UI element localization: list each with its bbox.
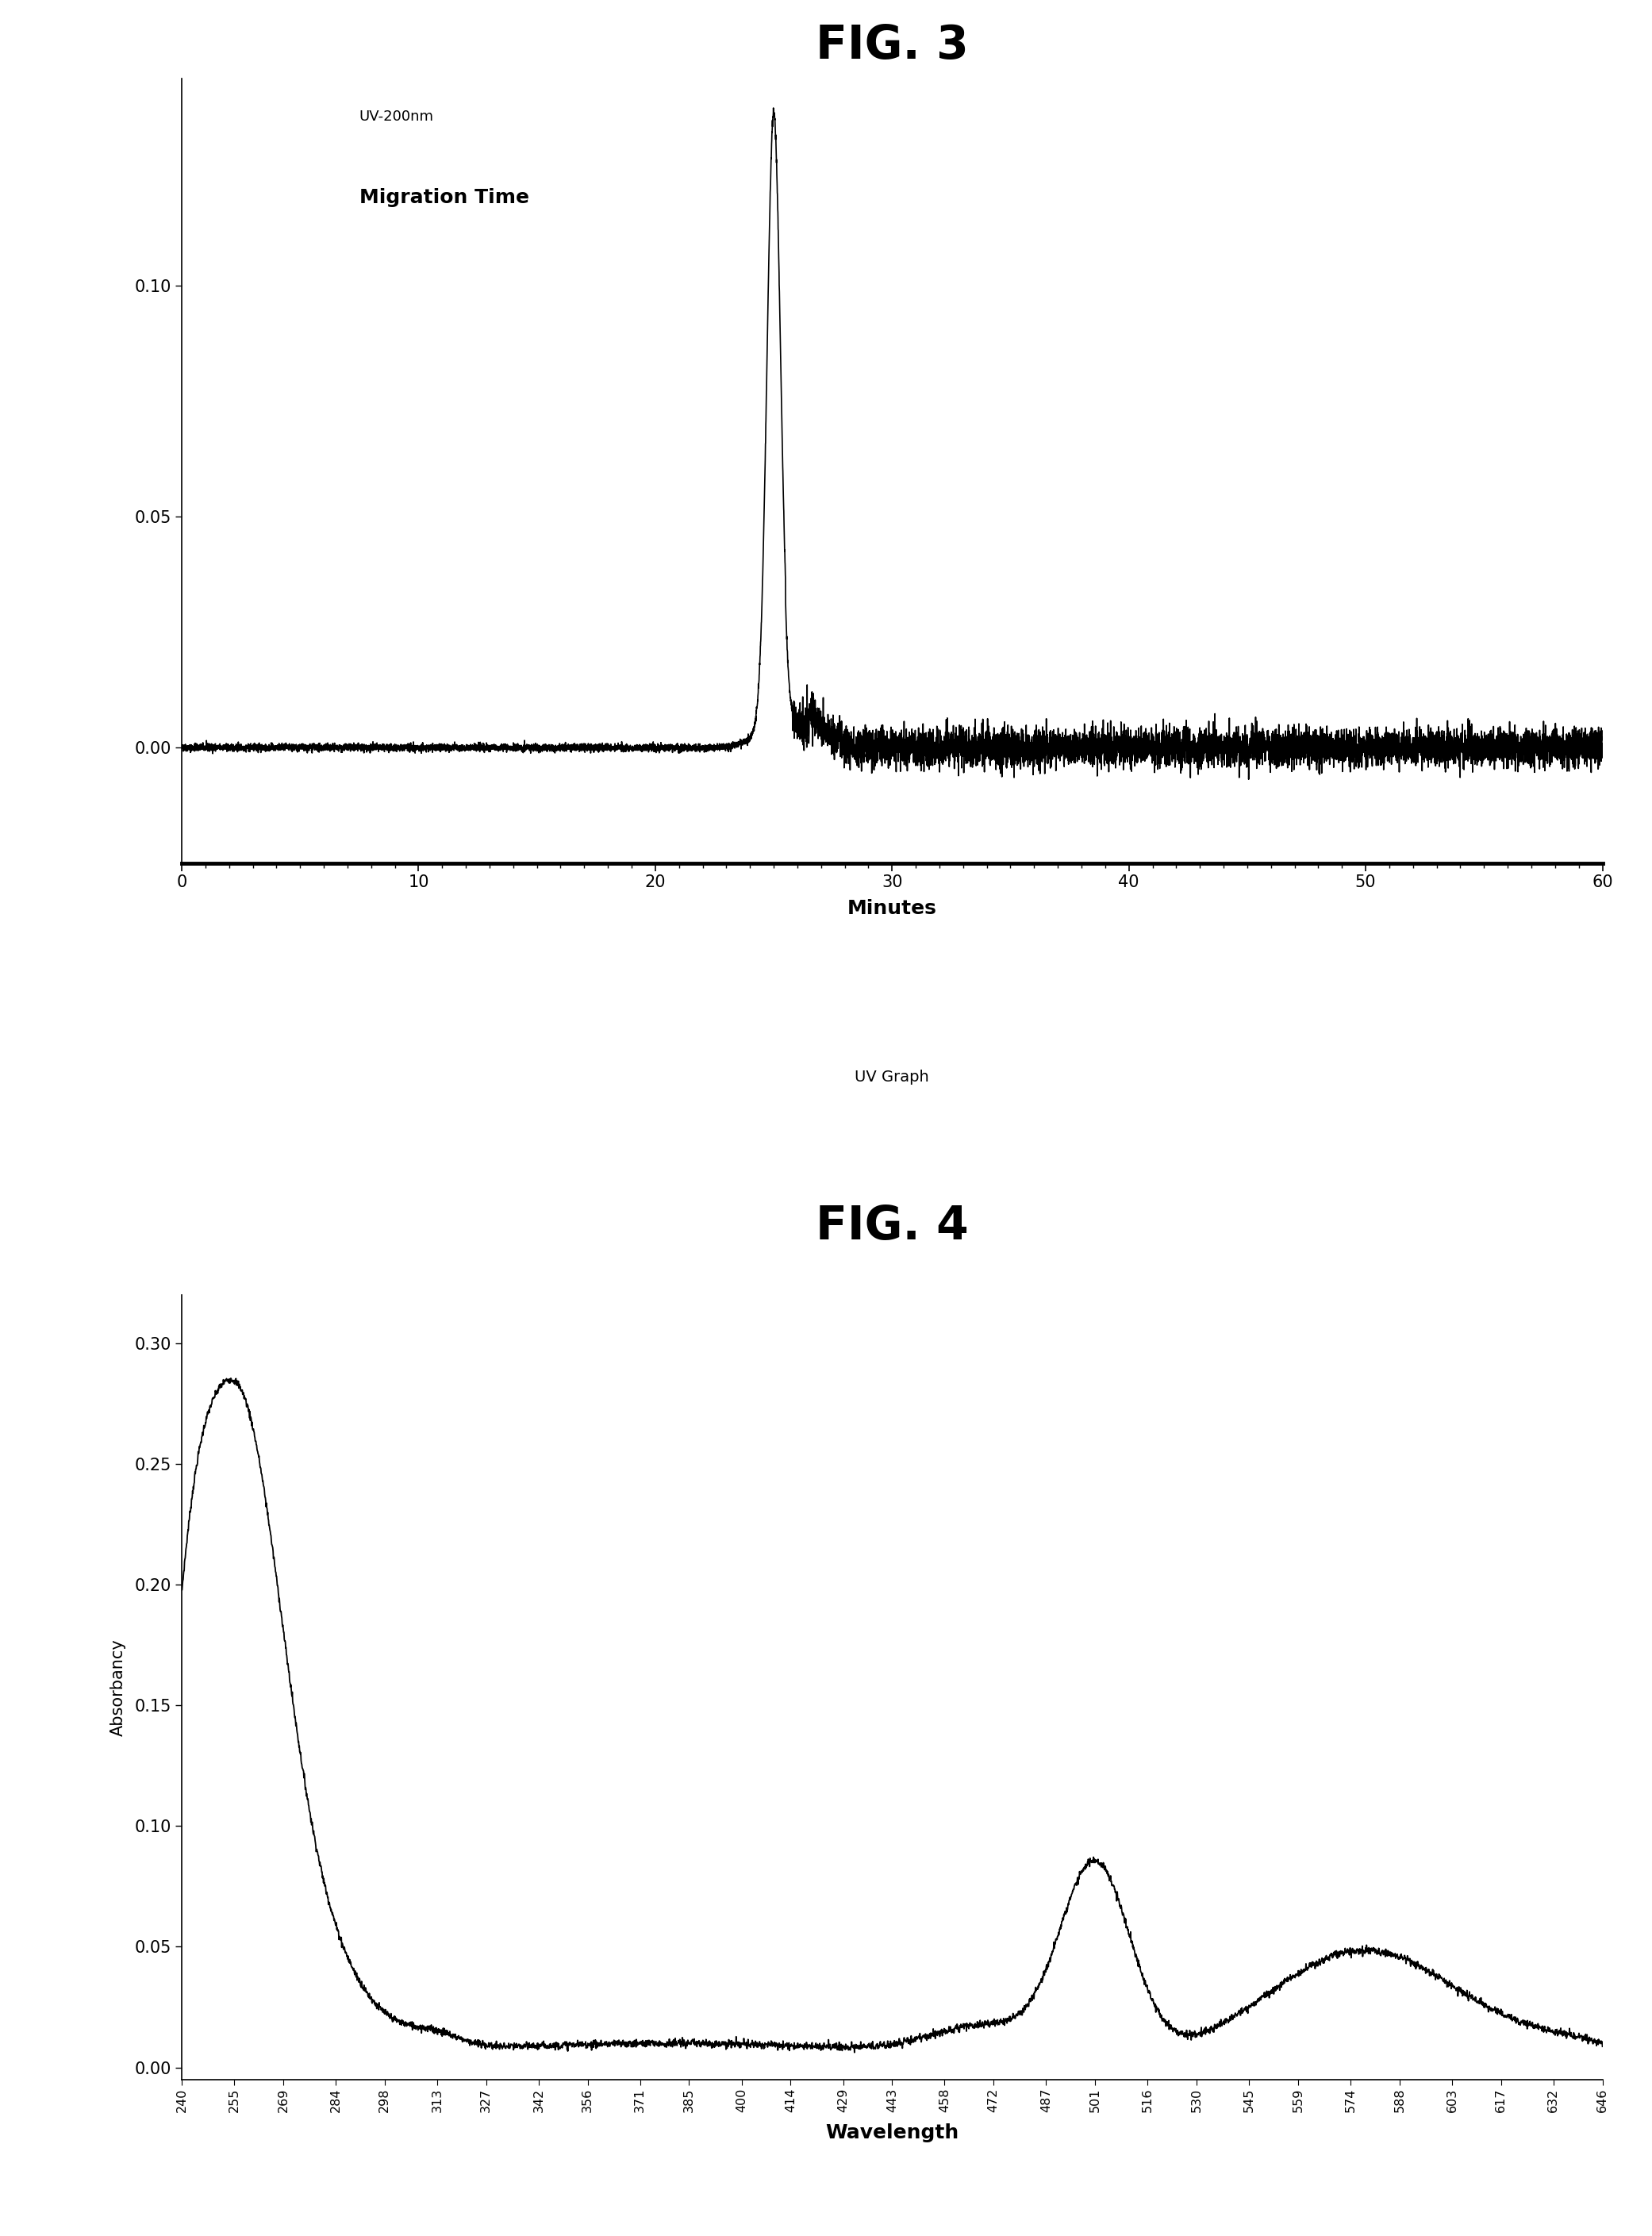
Text: UV Graph: UV Graph bbox=[854, 1069, 930, 1084]
Title: FIG. 4: FIG. 4 bbox=[816, 1203, 968, 1250]
Text: UV-200nm: UV-200nm bbox=[360, 110, 434, 123]
Y-axis label: Absorbancy: Absorbancy bbox=[109, 1639, 126, 1735]
Text: Migration Time: Migration Time bbox=[360, 188, 529, 208]
X-axis label: Minutes: Minutes bbox=[847, 899, 937, 919]
Title: FIG. 3: FIG. 3 bbox=[816, 22, 968, 67]
X-axis label: Wavelength: Wavelength bbox=[826, 2124, 958, 2142]
